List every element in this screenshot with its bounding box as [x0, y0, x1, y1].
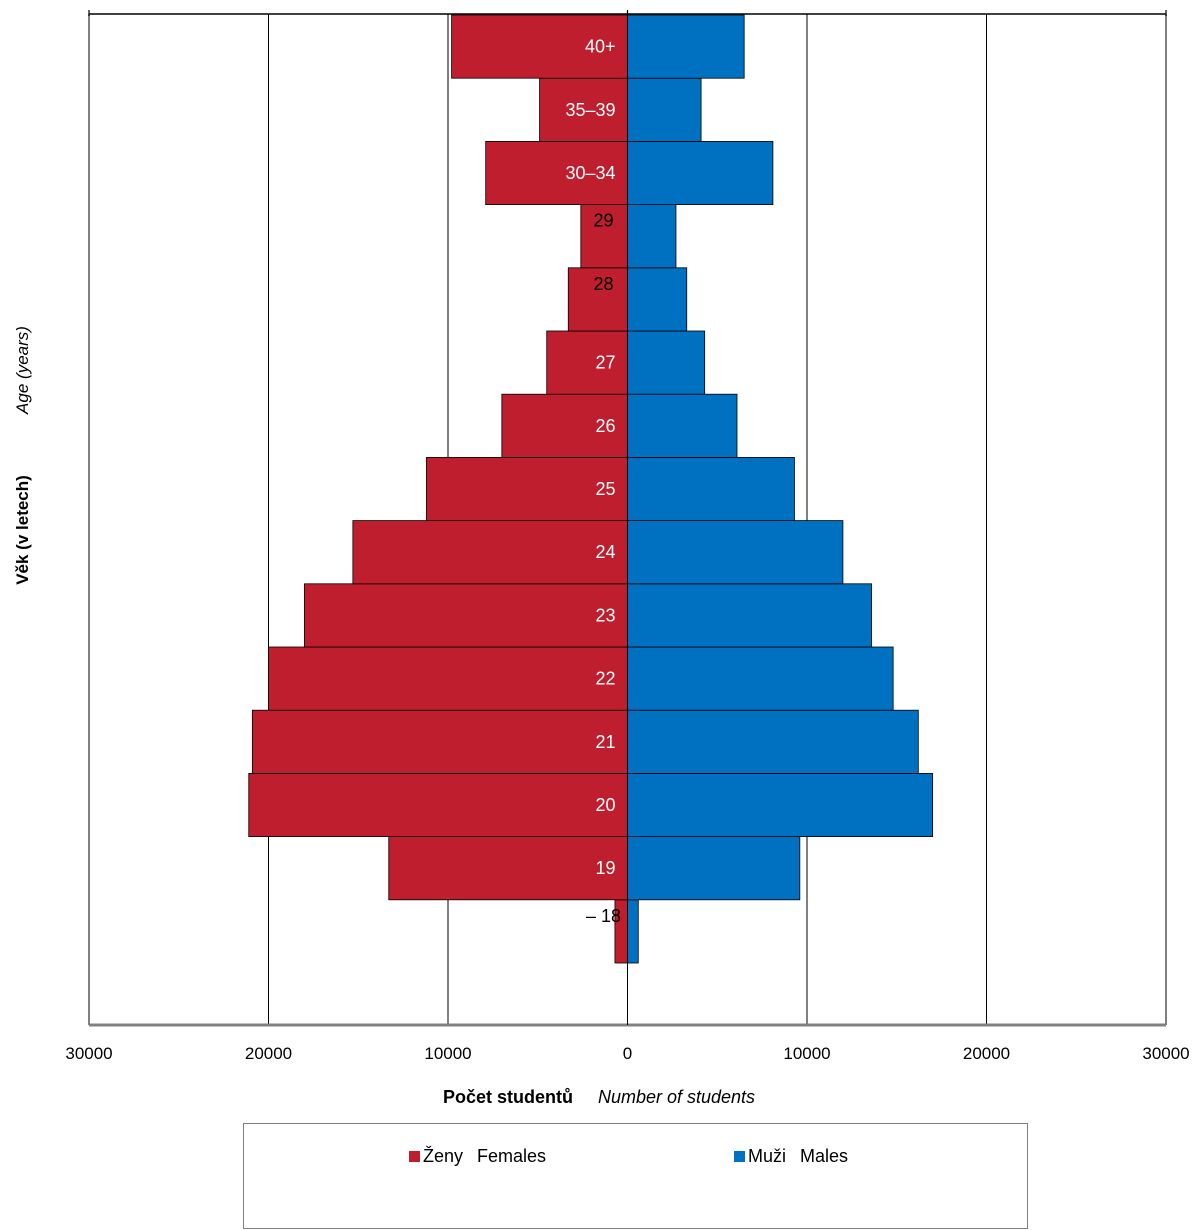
bar-females-3 — [251, 709, 628, 774]
bar-females-4 — [268, 646, 628, 711]
x-axis-title: Počet studentů Number of students — [0, 1087, 1198, 1108]
bar-males-3 — [627, 709, 919, 774]
y-axis-label-en: Age (years) — [13, 326, 32, 415]
bar-females-7 — [426, 456, 628, 521]
bar-males-6 — [627, 520, 844, 585]
y-axis-title: Věk (v letech) Age (years) — [13, 326, 32, 585]
y-axis-label: Věk (v letech) — [13, 475, 32, 585]
legend-swatch-males — [734, 1151, 745, 1162]
bar-males-12 — [627, 140, 774, 205]
x-tick-label-4: 10000 — [783, 1044, 830, 1063]
age-label-11: 29 — [593, 211, 613, 231]
legend-label-males: Muži — [748, 1146, 787, 1166]
age-label-10: 28 — [593, 274, 613, 294]
axes — [88, 10, 1167, 1027]
age-label-12: 30–34 — [565, 163, 615, 183]
bar-males-5 — [627, 583, 873, 648]
x-axis-label-en: Number of students — [597, 1087, 756, 1107]
age-label-0: – 18 — [586, 906, 621, 926]
legend: Ženy Females Muži Males — [243, 1123, 1028, 1229]
age-labels: – 18 19 20 21 22 23 24 25 26 27 28 29 30–34 35–39 40+ — [565, 37, 621, 926]
age-label-7: 25 — [595, 479, 615, 499]
x-tick-label-3: 0 — [623, 1044, 632, 1063]
bar-females-9 — [546, 330, 628, 395]
bar-females-6 — [352, 520, 628, 585]
bar-males-8 — [627, 393, 738, 458]
x-tick-labels: 30000 20000 10000 0 10000 20000 30000 — [65, 1044, 1189, 1063]
bar-males-2 — [627, 773, 934, 838]
age-label-8: 26 — [595, 416, 615, 436]
population-pyramid-chart: – 18192021222324252627282930–3435–3940+ … — [13, 10, 1190, 1063]
legend-item-females: Ženy Females — [409, 1146, 546, 1167]
bar-males-7 — [627, 456, 795, 521]
bar-males-9 — [627, 330, 706, 395]
bar-males-13 — [627, 77, 702, 142]
bar-females-2 — [248, 773, 628, 838]
bar-males-4 — [627, 646, 894, 711]
bar-males-10 — [627, 267, 688, 332]
bar-females-1 — [388, 836, 628, 901]
bar-males-14 — [627, 14, 745, 79]
age-label-6: 24 — [595, 542, 615, 562]
x-axis-label: Počet studentů — [442, 1087, 573, 1107]
legend-label-females: Ženy — [423, 1146, 464, 1166]
x-tick-label-6: 30000 — [1142, 1044, 1189, 1063]
legend-swatch-females — [409, 1151, 420, 1162]
bar-males-11 — [627, 204, 677, 269]
age-label-2: 20 — [595, 795, 615, 815]
bar-males-1 — [627, 836, 801, 901]
x-tick-label-5: 20000 — [963, 1044, 1010, 1063]
legend-label-females-en: Females — [477, 1146, 547, 1166]
legend-label-males-en: Males — [800, 1146, 849, 1166]
bar-females-8 — [501, 393, 628, 458]
bar-females-14 — [451, 14, 628, 79]
legend-item-males: Muži Males — [734, 1146, 848, 1167]
bar-females-5 — [303, 583, 628, 648]
bars — [248, 14, 934, 964]
age-label-5: 23 — [595, 605, 615, 625]
age-label-4: 22 — [595, 669, 615, 689]
x-tick-label-1: 20000 — [245, 1044, 292, 1063]
age-label-9: 27 — [595, 353, 615, 373]
age-label-1: 19 — [595, 858, 615, 878]
bar-males-0 — [627, 899, 639, 964]
age-label-3: 21 — [595, 732, 615, 752]
age-label-13: 35–39 — [565, 100, 615, 120]
x-tick-label-2: 10000 — [424, 1044, 471, 1063]
x-tick-label-0: 30000 — [65, 1044, 112, 1063]
bar-females-12 — [485, 140, 628, 205]
age-label-14: 40+ — [585, 37, 616, 57]
